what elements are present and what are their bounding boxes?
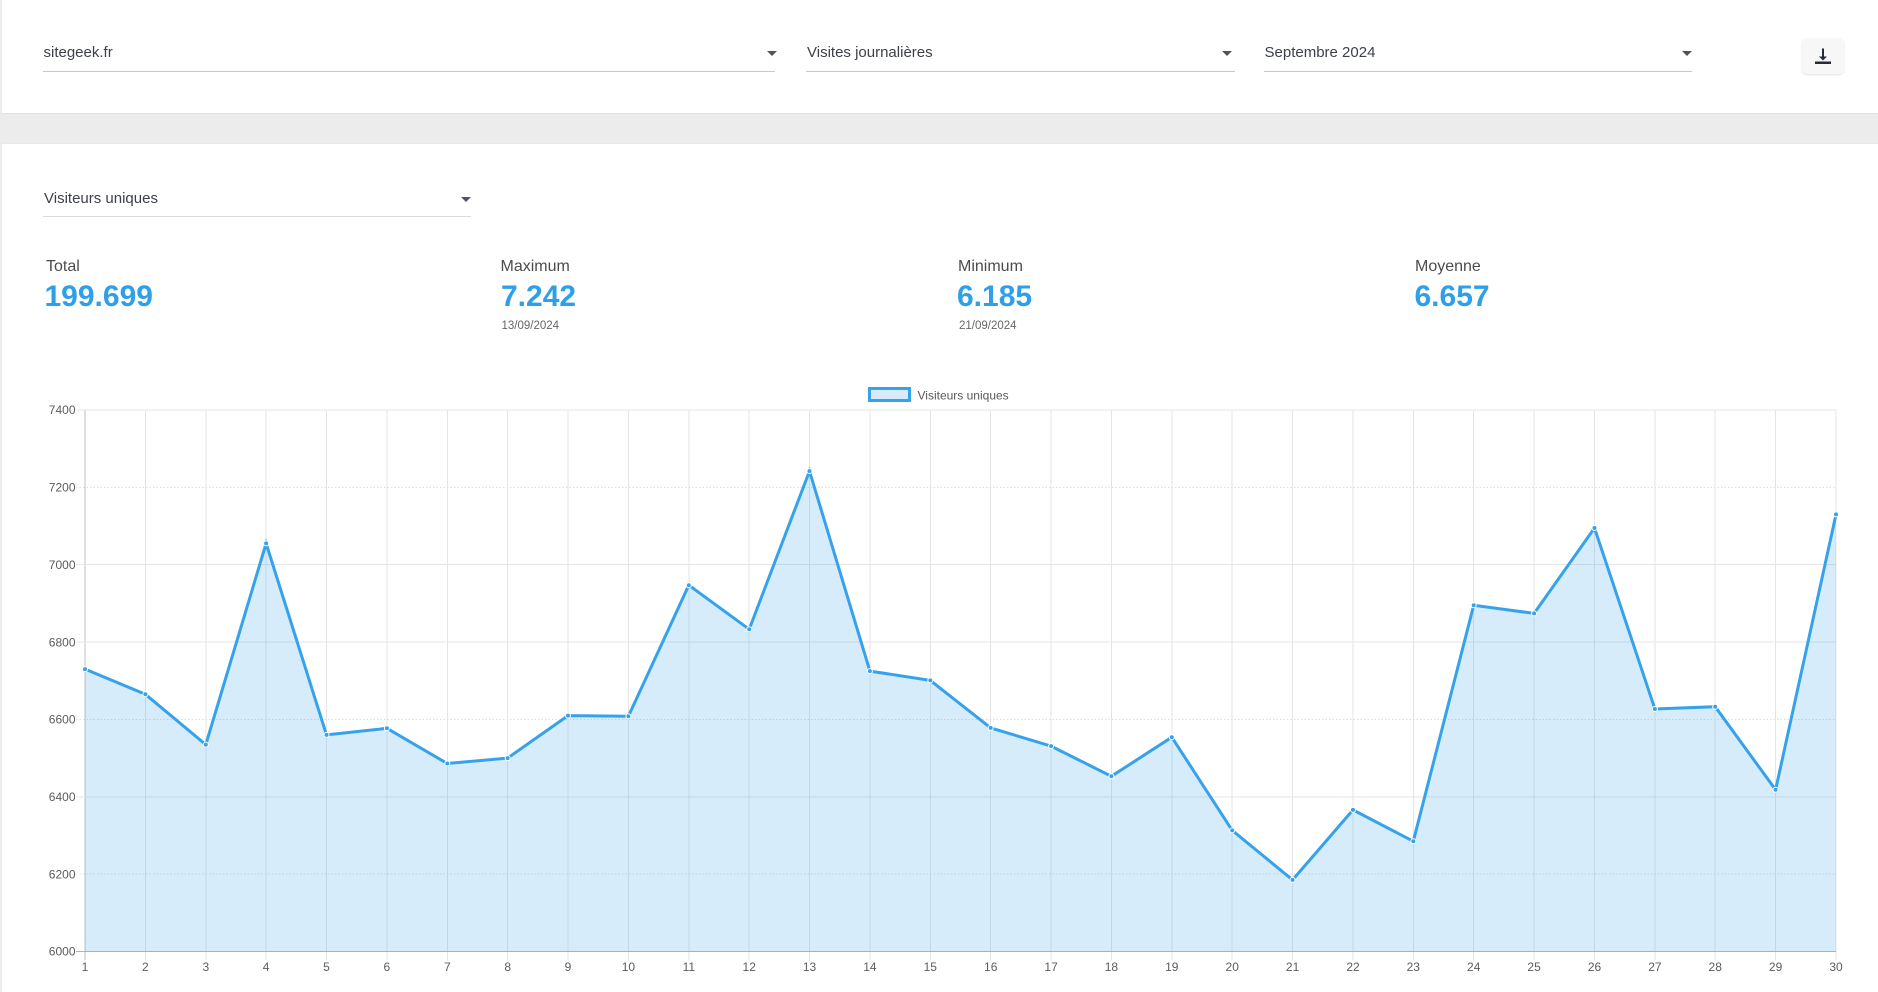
svg-text:6800: 6800 bbox=[49, 635, 76, 649]
svg-text:27: 27 bbox=[1648, 960, 1662, 974]
svg-text:9: 9 bbox=[565, 960, 572, 974]
svg-text:21: 21 bbox=[1286, 960, 1300, 974]
svg-text:7: 7 bbox=[444, 960, 451, 974]
svg-text:22: 22 bbox=[1346, 960, 1360, 974]
svg-text:13: 13 bbox=[803, 960, 817, 974]
svg-text:Visiteurs uniques: Visiteurs uniques bbox=[918, 389, 1009, 403]
svg-text:6600: 6600 bbox=[49, 713, 76, 727]
svg-text:16: 16 bbox=[984, 960, 998, 974]
svg-text:4: 4 bbox=[263, 960, 270, 974]
svg-text:30: 30 bbox=[1829, 960, 1843, 974]
svg-text:2: 2 bbox=[142, 960, 149, 974]
svg-text:10: 10 bbox=[622, 960, 636, 974]
svg-text:26: 26 bbox=[1588, 960, 1602, 974]
svg-text:6200: 6200 bbox=[49, 867, 76, 881]
svg-text:18: 18 bbox=[1105, 960, 1119, 974]
svg-text:12: 12 bbox=[743, 960, 757, 974]
svg-text:17: 17 bbox=[1044, 960, 1058, 974]
svg-text:29: 29 bbox=[1769, 960, 1783, 974]
svg-text:14: 14 bbox=[863, 960, 877, 974]
svg-text:25: 25 bbox=[1527, 960, 1541, 974]
svg-text:7400: 7400 bbox=[49, 403, 76, 417]
svg-text:6400: 6400 bbox=[49, 790, 76, 804]
svg-text:1: 1 bbox=[82, 960, 89, 974]
svg-text:5: 5 bbox=[323, 960, 330, 974]
svg-text:7000: 7000 bbox=[49, 558, 76, 572]
svg-text:3: 3 bbox=[202, 960, 209, 974]
svg-text:15: 15 bbox=[924, 960, 938, 974]
svg-text:23: 23 bbox=[1407, 960, 1421, 974]
svg-text:8: 8 bbox=[504, 960, 511, 974]
svg-text:28: 28 bbox=[1709, 960, 1723, 974]
svg-text:11: 11 bbox=[683, 960, 696, 974]
svg-text:24: 24 bbox=[1467, 960, 1481, 974]
svg-text:7200: 7200 bbox=[49, 481, 76, 495]
svg-text:6000: 6000 bbox=[49, 945, 76, 959]
svg-text:19: 19 bbox=[1165, 960, 1179, 974]
svg-text:6: 6 bbox=[384, 960, 391, 974]
svg-text:20: 20 bbox=[1226, 960, 1240, 974]
